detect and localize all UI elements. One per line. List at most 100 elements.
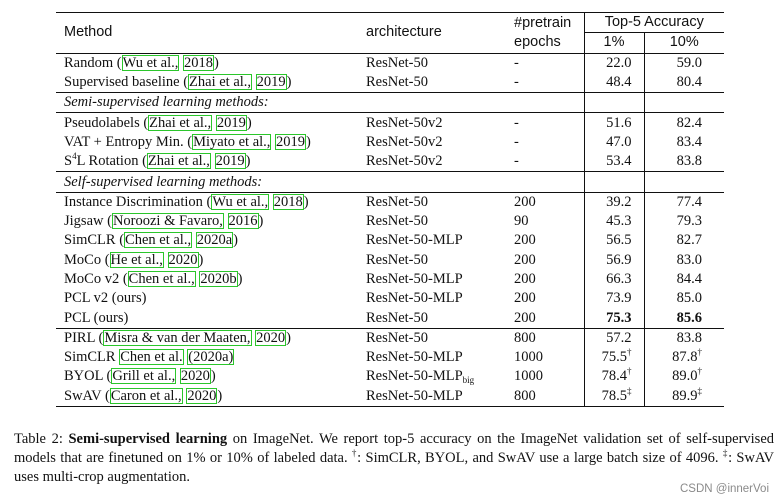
- architecture-value: ResNet-50: [366, 329, 429, 346]
- acc10-cell: 59.0: [643, 52, 725, 73]
- acc1-value: 56.5: [606, 232, 632, 249]
- citation-link-authors[interactable]: Chen et al.,: [127, 271, 196, 287]
- citation-link-authors[interactable]: Zhai et al.,: [146, 153, 211, 170]
- acc1-cell: 56.5: [583, 231, 644, 251]
- acc1-value: 56.9: [606, 251, 632, 268]
- citation-link-authors[interactable]: Wu et al.,: [211, 193, 270, 210]
- architecture-cell: ResNet-50: [358, 191, 506, 212]
- method-close: ): [286, 329, 291, 346]
- citation-link-authors[interactable]: Chen et al.,: [124, 232, 193, 249]
- architecture-cell: ResNet-50: [358, 212, 506, 231]
- method-close: ): [246, 114, 252, 131]
- acc10-value: 84.4: [676, 271, 703, 287]
- acc1-cell: 57.2: [583, 327, 644, 349]
- table-row: SimCLR Chen et al. (2020a) ResNet-50-MLP 1…: [56, 348, 725, 368]
- method-cell: PCL v2 (ours): [56, 289, 358, 308]
- architecture-cell: ResNet-50v2: [358, 133, 506, 152]
- method-name: SimCLR (: [64, 232, 125, 249]
- acc10-cell: 80.4: [643, 72, 725, 93]
- epochs-cell: 200: [514, 271, 536, 287]
- acc1-value: 47.0: [606, 133, 632, 150]
- acc10-cell: 83.8: [643, 152, 725, 172]
- section-heading: Self-supervised learning methods:: [56, 171, 358, 193]
- acc1-cell: 78.5‡: [583, 386, 644, 407]
- architecture-cell: ResNet-50: [358, 327, 506, 349]
- architecture-value: ResNet-50-MLP: [366, 349, 463, 366]
- citation-link-year[interactable]: 2020a: [195, 232, 234, 249]
- table-row: Instance Discrimination (Wu et al., 2018…: [56, 191, 725, 212]
- citation-link-year[interactable]: 2019: [255, 74, 287, 91]
- citation-link-authors[interactable]: Caron et al.,: [109, 387, 183, 404]
- table-row: PCL v2 (ours) ResNet-50-MLP 200 73.9 85.0: [56, 289, 725, 309]
- citation-link-year[interactable]: 2019: [214, 153, 246, 170]
- method-prefix-sup: 4: [72, 151, 77, 162]
- table-row: BYOL (Grill et al., 2020) ResNet-50-MLPbi…: [56, 367, 725, 387]
- citation-link-year[interactable]: 2019: [275, 133, 307, 150]
- method-close: ): [258, 213, 264, 230]
- method-cell: PIRL (Misra & van der Maaten, 2020): [56, 327, 358, 349]
- method-name: PCL (ours): [64, 309, 129, 326]
- method-close: ): [198, 251, 204, 268]
- citation-link-year[interactable]: 2020: [179, 368, 211, 385]
- citation-link-authors[interactable]: Miyato et al.,: [192, 133, 272, 150]
- table-row: Supervised baseline (Zhai et al., 2019) R…: [56, 72, 725, 93]
- citation-link-authors[interactable]: Chen et al.: [119, 349, 184, 366]
- acc1-value: 78.4: [601, 368, 627, 385]
- acc10-value: 85.6: [676, 309, 703, 326]
- citation-link-year[interactable]: 2019: [215, 114, 247, 131]
- citation-link-year[interactable]: 2018: [183, 54, 215, 71]
- citation-link-authors[interactable]: Zhai et al.,: [148, 114, 213, 131]
- architecture-value: ResNet-50-MLP: [366, 387, 463, 404]
- citation-link-year[interactable]: 2020b: [199, 271, 238, 287]
- acc10-cell: 89.9‡: [643, 386, 725, 407]
- citation-link-authors[interactable]: Wu et al.,: [121, 54, 180, 71]
- citation-link-authors[interactable]: He et al.,: [109, 251, 164, 268]
- method-cell: S4L Rotation (Zhai et al., 2019): [56, 152, 358, 172]
- architecture-value: ResNet-50: [366, 54, 429, 71]
- acc10-value: 77.4: [676, 193, 703, 210]
- method-name: Supervised baseline (: [64, 74, 189, 91]
- acc10-cell: 83.4: [643, 132, 725, 153]
- citation-link-year[interactable]: 2016: [227, 213, 259, 230]
- method-cell: MoCo (He et al., 2020): [56, 251, 358, 270]
- method-name: Random (: [64, 54, 122, 71]
- acc10-value: 83.4: [676, 133, 703, 150]
- architecture-subscript: big: [462, 375, 475, 386]
- method-cell: Pseudolabels (Zhai et al., 2019): [56, 112, 358, 133]
- citation-link-authors[interactable]: Noroozi & Favaro,: [111, 213, 224, 230]
- epochs-cell: -: [514, 74, 519, 91]
- section-filler: [643, 92, 725, 113]
- citation-link-year[interactable]: 2020: [167, 251, 199, 268]
- caption-text3: : SwAV uses multi-crop augmentation.: [14, 450, 775, 485]
- table-row: Random (Wu et al., 2018) ResNet-50 - 22.0 59…: [56, 52, 725, 73]
- table-row: Jigsaw (Noroozi & Favaro, 2016) ResNet-50…: [56, 211, 725, 232]
- epochs-cell: 1000: [514, 349, 543, 366]
- section-filler: [506, 171, 584, 193]
- method-cell: Instance Discrimination (Wu et al., 2018…: [56, 191, 358, 212]
- method-close: ): [286, 74, 292, 91]
- acc10-cell: 89.0†: [643, 367, 725, 387]
- architecture-cell: ResNet-50-MLP: [358, 231, 506, 250]
- method-cell: BYOL (Grill et al., 2020): [56, 367, 358, 386]
- acc1-value: 22.0: [606, 54, 632, 71]
- acc1-value: 75.3: [606, 309, 632, 326]
- method-close: ): [217, 387, 223, 404]
- citation-link-authors[interactable]: Misra & van der Maaten,: [103, 329, 252, 346]
- method-name: BYOL (: [64, 368, 112, 385]
- citation-link-year[interactable]: 2020: [255, 329, 287, 346]
- epochs-cell: -: [506, 52, 584, 73]
- acc10-value: 83.8: [676, 153, 703, 170]
- section-filler: [506, 92, 584, 113]
- acc1-value: 73.9: [606, 290, 632, 307]
- acc10-value: 82.4: [676, 114, 703, 131]
- citation-link-year[interactable]: 2020: [186, 387, 218, 404]
- acc10-value: 79.3: [676, 213, 703, 230]
- method-prefix: S: [64, 153, 73, 170]
- citation-link-year[interactable]: 2018: [272, 193, 304, 210]
- architecture-value: ResNet-50v2: [366, 153, 443, 170]
- citation-link-authors[interactable]: Grill et al.,: [111, 368, 177, 385]
- citation-link-year[interactable]: (2020a): [187, 349, 235, 366]
- method-name: Jigsaw (: [64, 213, 112, 230]
- citation-link-authors[interactable]: Zhai et al.,: [188, 74, 253, 91]
